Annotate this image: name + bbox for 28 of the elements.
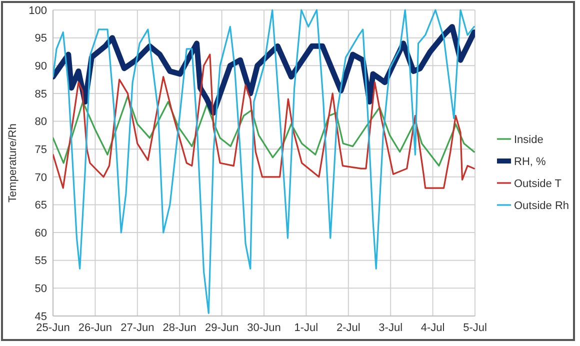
y-tick-label: 45 — [34, 310, 47, 323]
y-axis-title: Temperature/Rh — [7, 124, 19, 202]
legend-label: Outside T — [514, 178, 562, 190]
y-tick-label: 70 — [34, 172, 47, 184]
x-tick-label: 26-Jun — [78, 322, 112, 334]
legend-label: RH, % — [514, 156, 546, 168]
y-tick-label: 65 — [34, 200, 47, 212]
x-tick-label: 25-Jun — [36, 322, 70, 334]
y-tick-label: 90 — [34, 60, 47, 72]
x-tick-label: 4-Jul — [420, 322, 445, 334]
y-tick-label: 95 — [34, 32, 47, 45]
y-tick-label: 60 — [34, 227, 47, 240]
x-tick-label: 5-Jul — [463, 322, 487, 334]
x-tick-label: 2-Jul — [336, 322, 360, 334]
y-tick-label: 55 — [34, 255, 47, 268]
x-tick-label: 30-Jun — [247, 322, 281, 334]
x-tick-label: 29-Jun — [204, 322, 239, 334]
x-tick-label: 27-Jun — [120, 322, 154, 334]
y-tick-label: 100 — [28, 4, 47, 17]
y-tick-label: 85 — [34, 88, 47, 100]
y-tick-label: 50 — [34, 283, 47, 296]
x-tick-label: 3-Jul — [378, 322, 403, 334]
x-tick-label: 28-Jun — [162, 322, 196, 334]
legend-label: Outside Rh — [514, 200, 570, 212]
legend-label: Inside — [514, 134, 544, 146]
y-tick-label: 75 — [34, 144, 47, 156]
x-tick-label: 1-Jul — [294, 322, 318, 334]
y-tick-label: 80 — [34, 116, 47, 128]
